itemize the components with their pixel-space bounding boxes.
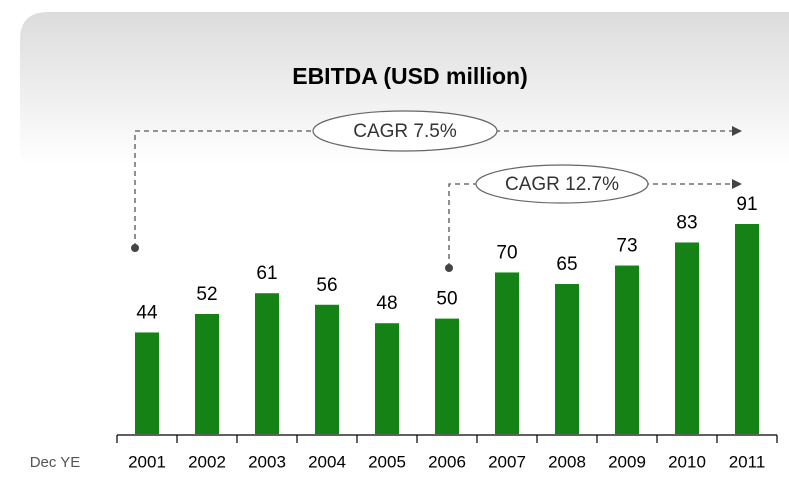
value-label: 44 <box>136 302 158 323</box>
bar <box>615 265 639 434</box>
bar <box>315 304 339 434</box>
cagr-ellipse <box>475 164 649 204</box>
x-tick-label: 2008 <box>548 452 586 471</box>
x-tick-label: 2011 <box>729 452 766 471</box>
value-label: 52 <box>196 284 217 305</box>
bar <box>675 242 699 434</box>
x-tick-label: 2010 <box>668 452 706 471</box>
value-label: 48 <box>376 293 397 314</box>
x-tick-label: 2005 <box>368 452 406 471</box>
value-label: 91 <box>736 194 757 215</box>
x-tick-label: 2002 <box>188 452 226 471</box>
x-axis-label: Dec YE <box>30 454 81 471</box>
x-tick-label: 2007 <box>488 452 526 471</box>
cagr-label: CAGR 7.5% <box>353 121 457 142</box>
value-label: 50 <box>436 289 457 310</box>
bar <box>375 323 399 434</box>
value-label: 70 <box>496 242 517 263</box>
bar <box>135 332 159 434</box>
bar <box>495 272 519 434</box>
chart-title: EBITDA (USD million) <box>292 63 528 89</box>
x-tick-label: 2009 <box>608 452 646 471</box>
annotations: CAGR 7.5% CAGR 12.7% <box>131 110 742 272</box>
cagr-dot <box>445 264 453 272</box>
bar <box>255 293 279 434</box>
value-label: 56 <box>316 275 337 296</box>
cagr-label: CAGR 12.7% <box>505 174 619 195</box>
value-label: 61 <box>256 263 277 284</box>
bar <box>735 224 759 434</box>
x-tick-label: 2004 <box>308 452 346 471</box>
cagr-ellipse <box>312 110 498 152</box>
x-tick-label: 2006 <box>428 452 466 471</box>
value-label: 65 <box>556 254 577 275</box>
bar <box>555 284 579 434</box>
x-tick-label: 2003 <box>248 452 286 471</box>
cagr-dot <box>131 244 139 252</box>
bar <box>435 318 459 434</box>
value-label: 73 <box>616 236 637 257</box>
cagr-line <box>448 179 742 268</box>
value-label: 83 <box>676 212 697 233</box>
x-tick-label: 2001 <box>128 452 166 471</box>
bar <box>195 314 219 434</box>
cagr-line <box>134 126 742 248</box>
